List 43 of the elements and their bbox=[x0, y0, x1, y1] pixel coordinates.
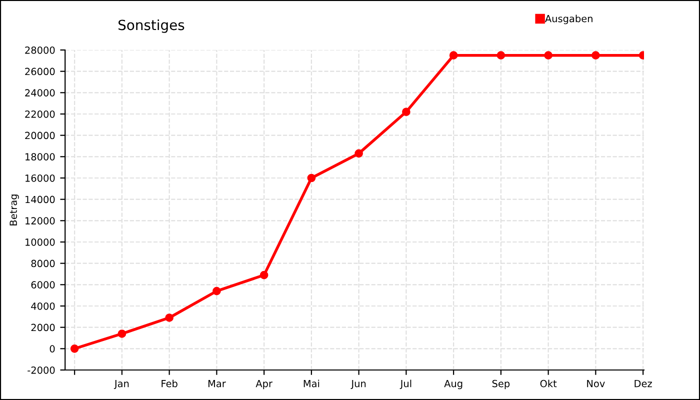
x-tick-label: Mai bbox=[304, 380, 320, 388]
x-tick-label: Sep bbox=[492, 380, 510, 390]
point bbox=[70, 344, 79, 353]
legend-label: Ausgaben bbox=[545, 14, 592, 24]
y-tick-label: 16000 bbox=[26, 174, 55, 182]
point bbox=[118, 330, 126, 338]
x-tick-label: Nov bbox=[587, 380, 605, 388]
x-tick-label: Aug bbox=[444, 380, 462, 390]
y-tick-label: 18000 bbox=[26, 153, 55, 160]
point bbox=[592, 51, 600, 60]
y-tick-label: 6000 bbox=[31, 281, 55, 288]
point bbox=[212, 286, 221, 296]
x-tick-label: Apr bbox=[256, 380, 272, 390]
y-tick-label: 0 bbox=[50, 345, 55, 352]
x-tick-label: Jul bbox=[400, 380, 412, 390]
y-tick-label: 24000 bbox=[25, 89, 55, 96]
point bbox=[449, 51, 458, 60]
y-tick-label: 2000 bbox=[31, 324, 55, 332]
y-tick-label: 4000 bbox=[31, 302, 55, 310]
y-axis-title: Betrag bbox=[10, 194, 19, 226]
x-tick-label: Feb bbox=[162, 380, 178, 388]
x-tick-label: Dez bbox=[634, 380, 652, 388]
y-tick-label: 14000 bbox=[26, 196, 55, 204]
point bbox=[260, 270, 268, 280]
point bbox=[165, 314, 174, 322]
x-tick-label: Jan bbox=[114, 380, 129, 390]
y-tick-label: 26000 bbox=[25, 68, 55, 76]
x-tick-label: Mar bbox=[208, 380, 226, 388]
point bbox=[402, 108, 410, 116]
y-tick-label: 10000 bbox=[26, 238, 55, 246]
point bbox=[307, 174, 316, 182]
y-tick-label: 8000 bbox=[31, 260, 55, 268]
y-tick-label: 28000 bbox=[25, 46, 55, 54]
point bbox=[354, 149, 363, 158]
point bbox=[496, 51, 506, 60]
y-tick-label: 22000 bbox=[25, 110, 55, 118]
y-tick-label: 12000 bbox=[26, 217, 55, 224]
y-tick-label: 20000 bbox=[25, 132, 55, 140]
x-tick-label: Jun bbox=[350, 380, 366, 390]
chart-title: Sonstiges bbox=[118, 19, 184, 33]
point bbox=[544, 51, 552, 60]
y-tick-label: -2000 bbox=[28, 366, 55, 374]
x-tick-label: Okt bbox=[540, 380, 557, 388]
